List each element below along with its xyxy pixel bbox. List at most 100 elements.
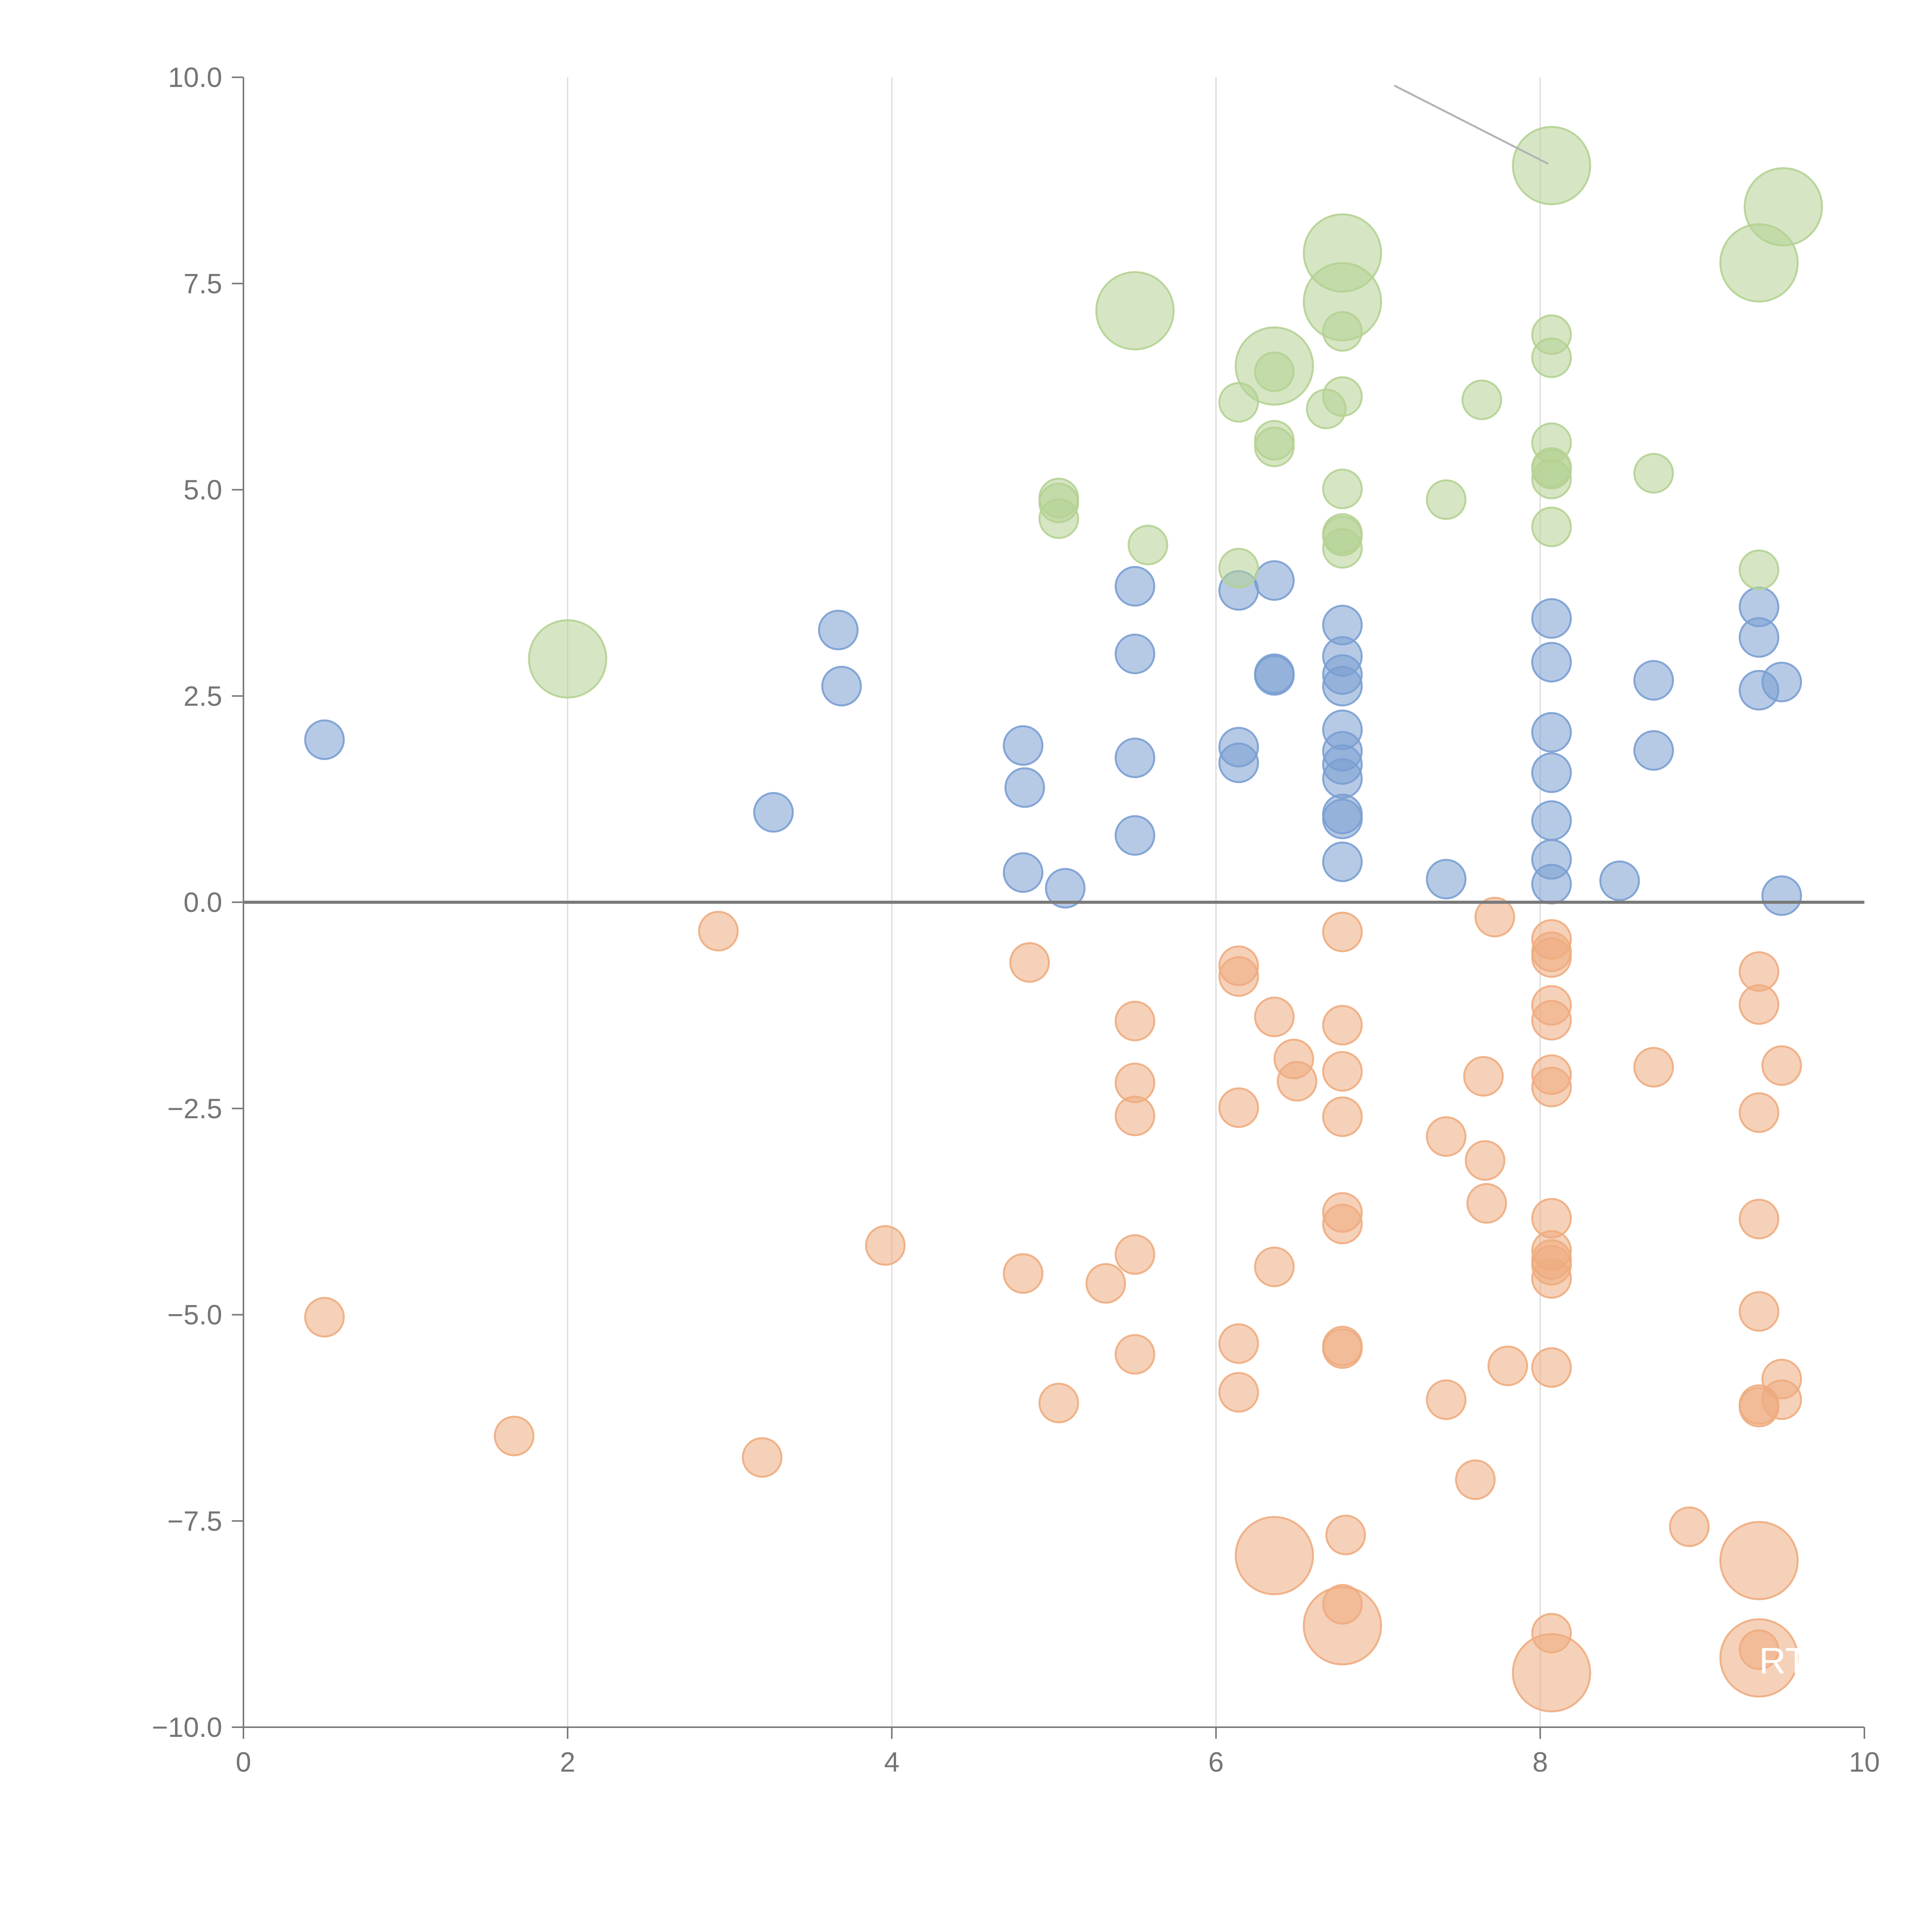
data-point-green	[1218, 382, 1259, 423]
data-point-blue	[1531, 800, 1572, 841]
data-point-orange	[1531, 1613, 1572, 1654]
bubble-hint-text: RT	[1759, 1640, 1808, 1682]
data-point-orange	[1114, 1234, 1155, 1275]
data-point-blue	[1003, 725, 1044, 766]
data-point-green	[1322, 376, 1363, 417]
data-point-blue	[1218, 742, 1259, 783]
data-point-orange	[1322, 1328, 1363, 1369]
data-point-blue	[1761, 875, 1802, 916]
data-point-orange	[1738, 1291, 1779, 1332]
points-layer	[304, 126, 1823, 1713]
y-tick-label: 10.0	[168, 62, 222, 93]
data-point-orange	[1531, 937, 1572, 978]
data-point-blue	[1114, 737, 1155, 778]
y-tick-label: −7.5	[167, 1506, 222, 1537]
data-point-green	[1218, 548, 1259, 588]
data-point-orange	[1426, 1116, 1467, 1157]
data-point-orange	[742, 1437, 782, 1478]
data-point-orange	[1218, 1323, 1259, 1364]
data-point-orange	[1322, 1096, 1363, 1137]
data-point-blue	[1599, 860, 1640, 901]
data-point-orange	[1254, 1247, 1295, 1287]
data-point-blue	[1633, 730, 1674, 771]
data-point-green	[1322, 468, 1363, 509]
data-point-blue	[1531, 642, 1572, 683]
data-point-blue	[1322, 666, 1363, 707]
data-point-blue	[1322, 841, 1363, 882]
data-point-orange	[1322, 1204, 1363, 1245]
data-point-orange	[1009, 942, 1050, 983]
data-point-orange	[1531, 1066, 1572, 1107]
annotation-layer: RT	[1394, 85, 1808, 1682]
axis-layer: 0 2 4 6 8 10 10.0 7.5 5.0 2.5 0.0 −2.5 −5.0 −7.5 −10.0	[152, 62, 1880, 1778]
data-point-orange	[1426, 1379, 1467, 1420]
data-point-orange	[1003, 1253, 1044, 1294]
data-point-orange	[1738, 984, 1779, 1025]
data-point-orange	[1738, 1629, 1779, 1670]
data-point-green	[1128, 525, 1168, 566]
data-point-green	[1461, 379, 1502, 420]
data-point-blue	[1531, 864, 1572, 905]
data-point-green	[1322, 528, 1363, 569]
y-tick-label: 2.5	[184, 681, 222, 712]
data-point-orange	[1322, 1584, 1363, 1625]
data-point-blue	[1114, 633, 1155, 674]
data-point-orange	[1475, 896, 1515, 937]
data-point-blue	[1531, 598, 1572, 639]
data-point-green	[1038, 478, 1079, 519]
x-tick-label: 8	[1532, 1747, 1548, 1778]
data-point-blue	[1531, 712, 1572, 753]
data-point-orange	[1669, 1506, 1710, 1547]
data-point-green	[1426, 479, 1467, 520]
data-point-orange	[1114, 1095, 1155, 1136]
data-point-orange	[1531, 1347, 1572, 1388]
data-point-green	[1531, 507, 1572, 548]
data-point-orange	[1114, 1000, 1155, 1041]
x-tick-label: 10	[1849, 1747, 1880, 1778]
data-point-orange	[1464, 1140, 1505, 1181]
data-point-orange	[1254, 997, 1295, 1037]
data-point-blue	[1254, 560, 1295, 601]
data-point-orange	[304, 1297, 345, 1338]
data-point-orange	[1633, 1047, 1674, 1088]
annotation-leader-line	[1394, 85, 1549, 165]
data-point-blue	[1322, 798, 1363, 839]
data-point-orange	[494, 1415, 535, 1456]
data-point-green	[1738, 549, 1779, 590]
data-point-blue	[1003, 852, 1044, 893]
x-tick-label: 2	[560, 1747, 575, 1778]
data-point-blue	[753, 792, 794, 833]
data-point-orange	[1218, 1372, 1259, 1413]
data-point-orange	[1322, 1051, 1363, 1092]
data-point-orange	[1738, 1199, 1779, 1240]
data-point-blue	[1114, 815, 1155, 856]
data-point-orange	[1325, 1515, 1366, 1556]
data-point-blue	[1322, 758, 1363, 799]
data-point-green	[1743, 167, 1823, 247]
data-point-orange	[1719, 1521, 1799, 1600]
y-tick-label: −10.0	[152, 1712, 222, 1743]
data-point-orange	[1114, 1334, 1155, 1375]
data-point-orange	[1218, 1087, 1259, 1128]
data-point-blue	[818, 609, 859, 650]
data-point-blue	[1738, 617, 1779, 658]
data-point-orange	[1455, 1459, 1496, 1500]
y-tick-label: 0.0	[184, 887, 222, 918]
data-point-orange	[698, 911, 739, 952]
data-point-blue	[1633, 660, 1674, 701]
data-point-blue	[1426, 859, 1467, 900]
data-point-blue	[1761, 662, 1802, 702]
data-point-green	[1095, 271, 1175, 350]
y-tick-label: 5.0	[184, 475, 222, 506]
data-point-orange	[1487, 1345, 1528, 1386]
data-point-orange	[1761, 1045, 1802, 1086]
data-point-blue	[1114, 566, 1155, 607]
data-point-blue	[304, 719, 345, 760]
data-point-orange	[1531, 1000, 1572, 1041]
data-point-blue	[1004, 767, 1045, 808]
data-point-blue	[1531, 752, 1572, 793]
data-point-green	[1254, 351, 1295, 392]
data-point-green	[1633, 453, 1674, 494]
